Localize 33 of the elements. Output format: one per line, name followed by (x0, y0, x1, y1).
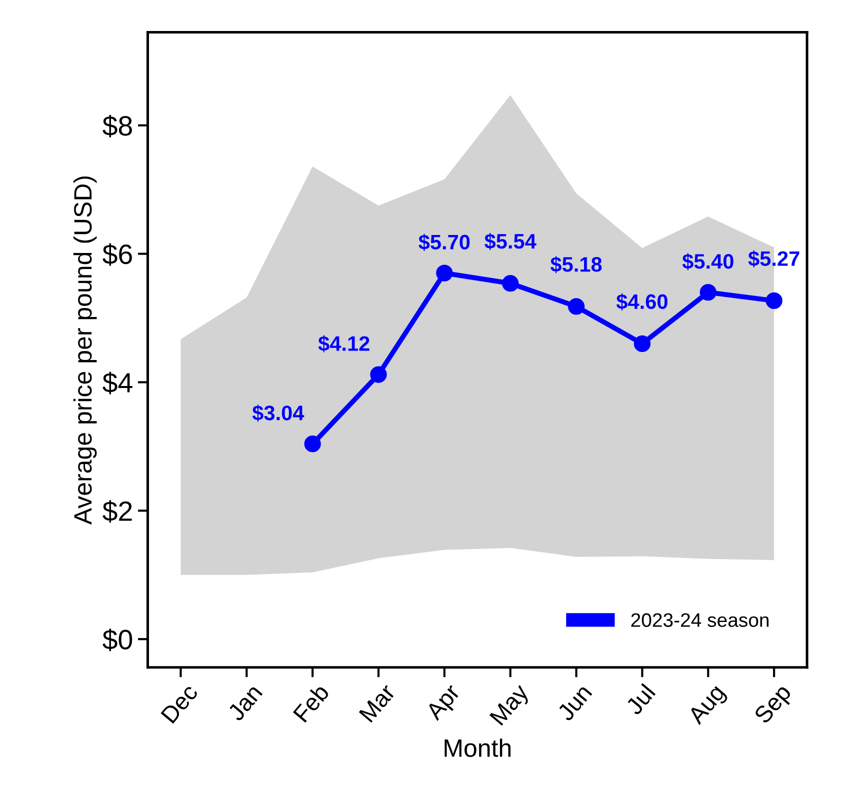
y-tick-label: $0 (102, 628, 132, 652)
y-tick-label: $4 (102, 372, 132, 394)
data-label: $4.60 (616, 293, 668, 310)
y-tick-label: $8 (102, 114, 132, 138)
x-tick-label: Sep (753, 683, 796, 728)
data-label: $5.27 (748, 250, 800, 268)
x-tick-label: Feb (292, 682, 330, 723)
x-tick-label: Mar (358, 682, 396, 723)
x-tick-label: Jan (226, 684, 263, 722)
y-tick-label: $6 (102, 243, 132, 266)
x-tick-label: Apr (424, 682, 464, 724)
data-label: $5.70 (418, 234, 470, 251)
y-tick-label: $2 (102, 500, 132, 523)
data-label: $5.54 (484, 232, 536, 250)
data-label: $3.04 (252, 404, 304, 422)
point (370, 366, 387, 383)
data-label: $5.18 (550, 256, 602, 274)
point (568, 298, 585, 315)
point (766, 292, 782, 310)
x-tick-label: Aug (686, 684, 730, 728)
point (304, 436, 321, 452)
data-label: $4.12 (318, 335, 370, 352)
point (634, 335, 651, 352)
y-axis-title: Average price per pound (USD) (73, 176, 97, 525)
point (436, 264, 453, 282)
x-tick-label: Jun (556, 684, 592, 722)
data-label: $5.40 (682, 253, 734, 270)
point (502, 275, 519, 292)
x-tick-label: Dec (160, 682, 199, 724)
x-axis-title: Month (444, 738, 511, 757)
x-tick-label: Jul (624, 683, 656, 716)
legend-label: 2023-24 season (631, 613, 768, 627)
point (700, 284, 716, 301)
